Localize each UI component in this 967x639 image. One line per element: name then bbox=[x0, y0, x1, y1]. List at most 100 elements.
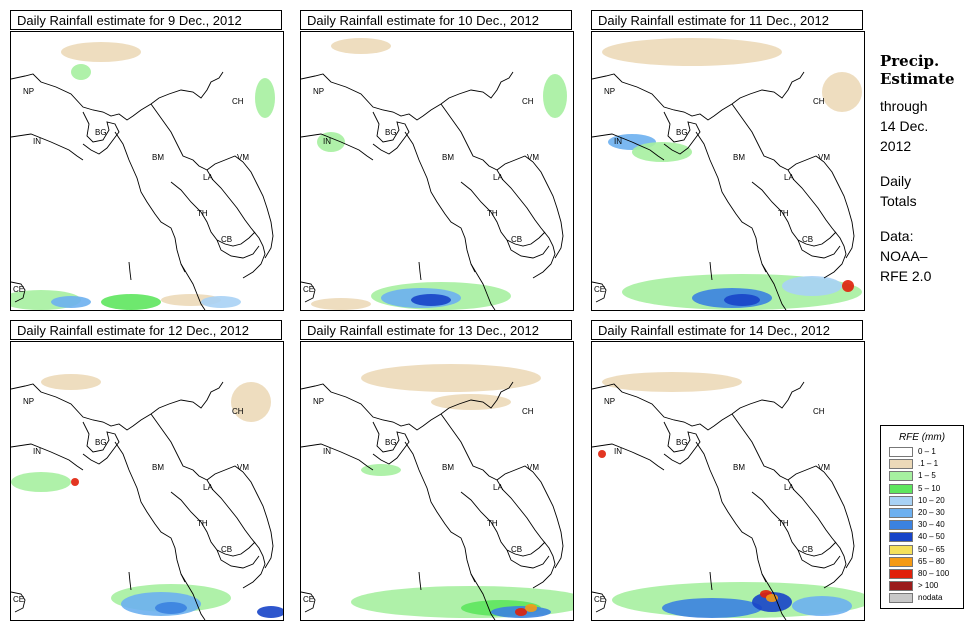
caption-through: through bbox=[880, 98, 928, 114]
country-border bbox=[170, 491, 256, 557]
country-label: LA bbox=[784, 173, 794, 182]
country-label: IN bbox=[614, 447, 622, 456]
rainfall-map: NP CH IN BG BM VM LA TH CB CE bbox=[300, 31, 574, 311]
rainfall-area bbox=[317, 132, 345, 152]
country-label: CE bbox=[303, 595, 314, 604]
country-border bbox=[128, 261, 132, 281]
country-label: CB bbox=[802, 235, 813, 244]
caption-heading-1: Precip. bbox=[880, 52, 940, 70]
rainfall-area bbox=[155, 602, 187, 614]
country-label: TH bbox=[778, 519, 789, 528]
rainfall-area bbox=[11, 472, 71, 492]
country-label: BM bbox=[733, 153, 745, 162]
rainfall-area bbox=[61, 42, 141, 62]
rainfall-panel: Daily Rainfall estimate for 11 Dec., 201… bbox=[591, 10, 865, 311]
caption-heading-2: Estimate bbox=[880, 70, 955, 88]
country-border bbox=[301, 71, 514, 121]
country-border bbox=[823, 471, 855, 569]
country-label: LA bbox=[493, 483, 503, 492]
legend-item: 20 – 30 bbox=[881, 507, 963, 520]
country-border bbox=[797, 549, 841, 569]
legend-item: 0 – 1 bbox=[881, 447, 963, 459]
caption-daily: Daily bbox=[880, 173, 912, 189]
rainfall-map: NP CH IN BG BM VM LA TH CB CE bbox=[10, 341, 284, 621]
country-border bbox=[823, 161, 855, 259]
country-border bbox=[150, 413, 244, 481]
country-label: NP bbox=[313, 87, 324, 96]
country-border bbox=[372, 111, 410, 155]
country-border bbox=[301, 381, 514, 431]
country-border bbox=[592, 591, 607, 613]
country-label: IN bbox=[614, 137, 622, 146]
caption-date: 14 Dec. bbox=[880, 118, 929, 134]
legend-title: RFE (mm) bbox=[898, 432, 946, 443]
rainfall-panel: Daily Rainfall estimate for 12 Dec., 201… bbox=[10, 320, 284, 621]
legend-label: 1 – 5 bbox=[918, 471, 936, 481]
legend-item: 65 – 80 bbox=[881, 556, 963, 569]
country-label: IN bbox=[33, 447, 41, 456]
legend-swatch bbox=[889, 532, 913, 543]
country-label: CE bbox=[594, 285, 605, 294]
country-label: TH bbox=[197, 209, 208, 218]
rainfall-area bbox=[842, 280, 854, 292]
legend-item: 5 – 10 bbox=[881, 483, 963, 496]
legend-label: 80 – 100 bbox=[918, 568, 950, 578]
country-label: VM bbox=[818, 463, 830, 472]
country-label: NP bbox=[23, 87, 34, 96]
rainfall-map: NP CH IN BG BM VM LA TH CB CE bbox=[591, 341, 865, 621]
legend-item: 50 – 65 bbox=[881, 544, 963, 557]
rainfall-area bbox=[361, 364, 541, 392]
rainfall-area bbox=[361, 464, 401, 476]
rainfall-area bbox=[71, 64, 91, 80]
country-border bbox=[128, 571, 132, 591]
country-border bbox=[216, 239, 260, 259]
panel-title: Daily Rainfall estimate for 12 Dec., 201… bbox=[10, 320, 282, 340]
country-border bbox=[216, 549, 260, 569]
country-label: TH bbox=[487, 209, 498, 218]
country-label: LA bbox=[493, 173, 503, 182]
legend-swatch bbox=[889, 507, 913, 518]
country-border bbox=[11, 71, 224, 121]
country-label: TH bbox=[487, 519, 498, 528]
country-label: BM bbox=[442, 153, 454, 162]
caption-source: NOAA– bbox=[880, 248, 928, 264]
country-border bbox=[592, 133, 665, 161]
country-border bbox=[82, 111, 120, 155]
country-border bbox=[206, 479, 266, 589]
rainfall-area bbox=[101, 294, 161, 310]
country-label: CB bbox=[221, 545, 232, 554]
country-border bbox=[787, 479, 847, 589]
legend-swatch bbox=[889, 581, 913, 592]
country-border bbox=[150, 103, 244, 171]
rainfall-area bbox=[782, 276, 842, 296]
rainfall-area bbox=[662, 598, 762, 618]
rainfall-area bbox=[724, 294, 760, 306]
rainfall-area bbox=[311, 298, 371, 310]
rainfall-area bbox=[602, 38, 782, 66]
legend-item: > 100 bbox=[881, 581, 963, 593]
rainfall-area bbox=[431, 394, 511, 410]
legend-swatch bbox=[889, 520, 913, 531]
country-label: CB bbox=[511, 235, 522, 244]
rainfall-area bbox=[71, 478, 79, 486]
country-label: VM bbox=[237, 153, 249, 162]
rainfall-area bbox=[525, 604, 537, 612]
legend-swatch bbox=[889, 471, 913, 482]
country-label: CB bbox=[802, 545, 813, 554]
rainfall-area bbox=[543, 74, 567, 118]
legend-swatch bbox=[889, 568, 913, 579]
rfe-legend: RFE (mm) 0 – 1 .1 – 1 1 – 5 5 – 10 10 – 20 20… bbox=[880, 425, 964, 609]
caption-data: Data: bbox=[880, 228, 914, 244]
legend-label: 10 – 20 bbox=[918, 495, 945, 505]
map-canvas: NP CH IN BG BM VM LA TH CB CE bbox=[301, 38, 567, 310]
country-border bbox=[797, 239, 841, 259]
country-border bbox=[372, 421, 410, 465]
country-border bbox=[180, 573, 206, 620]
country-border bbox=[404, 131, 476, 273]
rainfall-area bbox=[257, 606, 283, 618]
country-label: CH bbox=[232, 97, 244, 106]
legend-swatch bbox=[889, 495, 913, 506]
country-label: CB bbox=[221, 235, 232, 244]
country-border bbox=[761, 263, 787, 310]
country-label: CH bbox=[813, 97, 825, 106]
